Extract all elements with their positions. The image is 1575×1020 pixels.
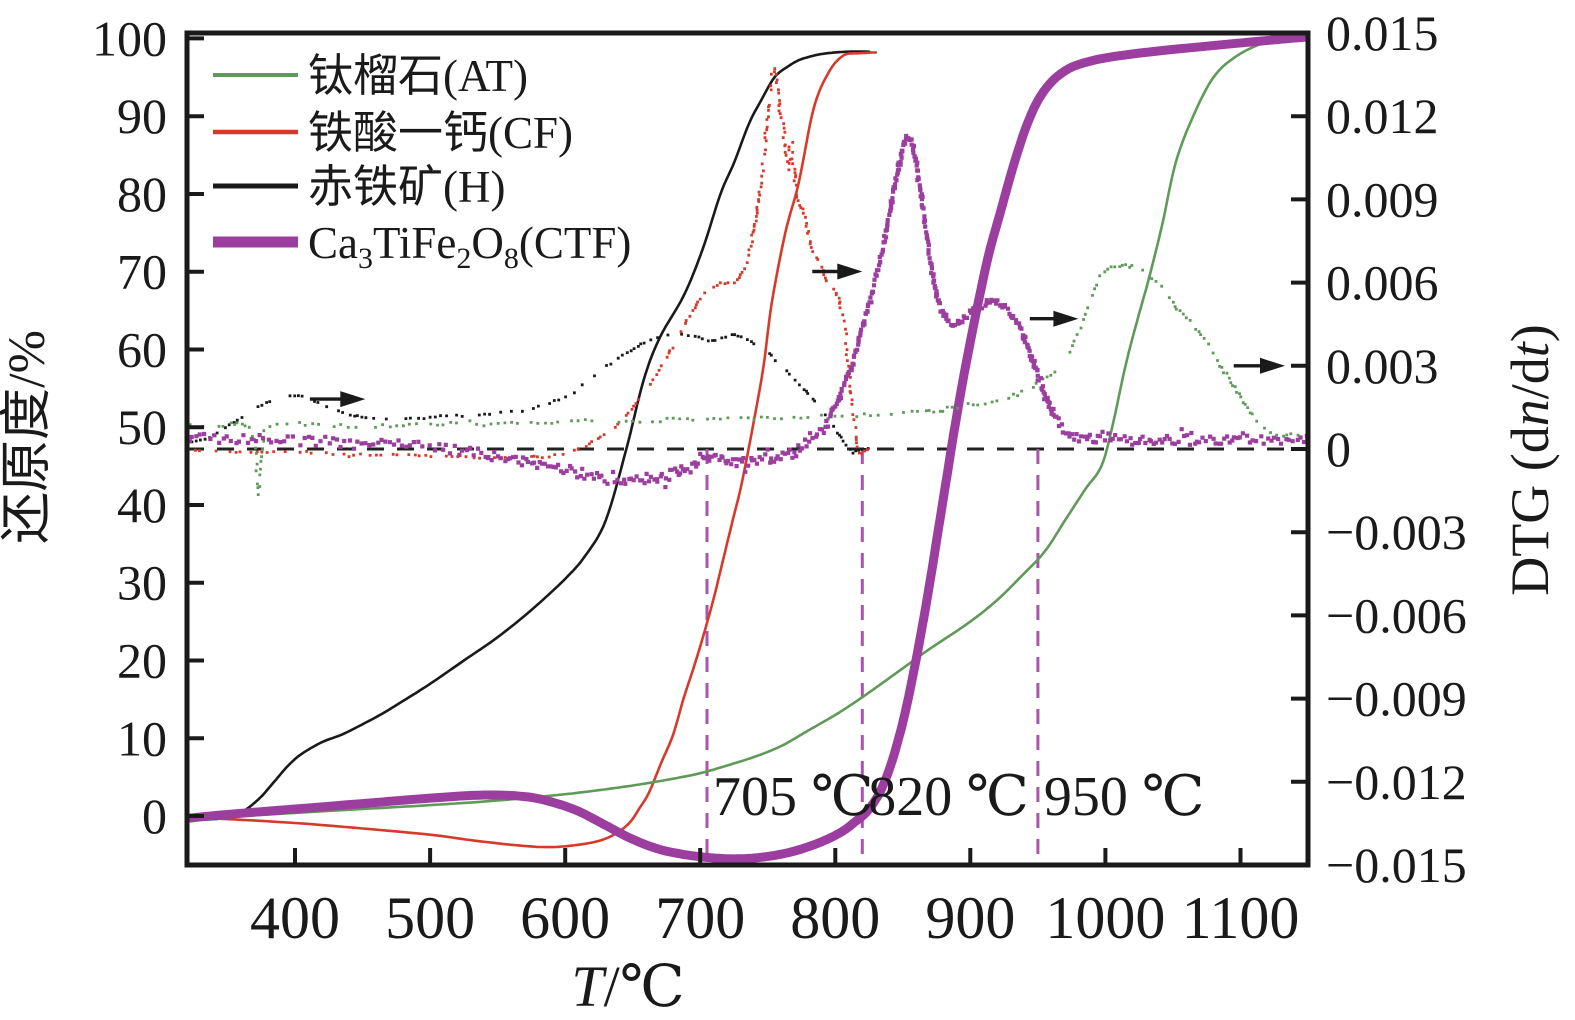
y-left-tick-0: 0 <box>142 788 167 844</box>
right-axis-arrow-4 <box>1233 357 1285 374</box>
x-tick-400: 400 <box>250 885 340 951</box>
y-left-tick-50: 50 <box>117 399 167 455</box>
y-left-tick-100: 100 <box>92 10 167 66</box>
y-right-tick-−0.015: −0.015 <box>1326 837 1467 893</box>
x-tick-600: 600 <box>520 885 610 951</box>
series-CTF-TG <box>187 33 1308 864</box>
legend: 钛榴石(AT) 铁酸一钙(CF)赤铁矿(H) Ca3TiFe2O8(CTF) <box>213 51 631 275</box>
x-tick-700: 700 <box>655 885 745 951</box>
legend-label-AT: 钛榴石(AT) <box>308 51 528 101</box>
y-left-axis-title: 还原度/% <box>0 330 56 544</box>
legend-label-CF: 铁酸一钙(CF) <box>308 108 573 158</box>
x-tick-900: 900 <box>925 885 1015 951</box>
legend-label-H: 赤铁矿(H) <box>308 162 505 212</box>
y-right-axis-title: DTG (dn/dt) <box>1500 324 1560 595</box>
y-right-tick-−0.012: −0.012 <box>1326 754 1467 810</box>
axes: 400 500 600 700 800 900 1000 110001020304050607… <box>0 5 1560 1019</box>
legend-item-CTF: Ca3TiFe2O8(CTF) <box>213 218 631 275</box>
temp-label-950: 950 ℃ <box>1044 766 1205 828</box>
y-right-tick-0.003: 0.003 <box>1326 338 1439 394</box>
y-left-tick-30: 30 <box>117 555 167 611</box>
y-right-tick-−0.006: −0.006 <box>1326 587 1467 643</box>
y-left-tick-90: 90 <box>117 88 167 144</box>
y-right-tick-0.009: 0.009 <box>1326 171 1439 227</box>
legend-item-H: 赤铁矿(H) <box>213 162 505 212</box>
legend-item-AT: 钛榴石(AT) <box>213 51 528 101</box>
series-CF-TG <box>187 51 878 849</box>
x-tick-1000: 1000 <box>1045 885 1165 951</box>
y-left-tick-70: 70 <box>117 244 167 300</box>
series-H-TG <box>187 50 871 822</box>
temp-label-705: 705 ℃ <box>713 766 874 828</box>
legend-item-CF: 铁酸一钙(CF) <box>213 108 573 158</box>
temp-label-820: 820 ℃ <box>868 766 1029 828</box>
y-left-tick-60: 60 <box>117 321 167 377</box>
y-left-tick-20: 20 <box>117 632 167 688</box>
y-left-tick-10: 10 <box>117 710 167 766</box>
right-axis-arrow-1 <box>309 391 366 408</box>
y-right-tick-0.015: 0.015 <box>1326 5 1439 61</box>
right-axis-arrow-3 <box>1029 310 1079 327</box>
y-right-tick-−0.003: −0.003 <box>1326 504 1467 560</box>
y-right-tick-0.012: 0.012 <box>1326 88 1439 144</box>
y-right-tick-0.006: 0.006 <box>1326 255 1439 311</box>
x-tick-1100: 1100 <box>1182 885 1300 951</box>
y-left-tick-80: 80 <box>117 166 167 222</box>
right-axis-arrow-2 <box>812 263 863 280</box>
x-tick-800: 800 <box>790 885 880 951</box>
x-tick-500: 500 <box>385 885 475 951</box>
x-axis-title: T/℃ <box>571 954 684 1019</box>
y-left-tick-40: 40 <box>117 477 167 533</box>
y-right-tick-0: 0 <box>1326 421 1351 477</box>
plot-area <box>187 33 1308 865</box>
legend-label-CTF: Ca3TiFe2O8(CTF) <box>308 218 631 275</box>
series-AT-TG <box>187 37 1308 820</box>
y-right-tick-−0.009: −0.009 <box>1326 671 1467 727</box>
